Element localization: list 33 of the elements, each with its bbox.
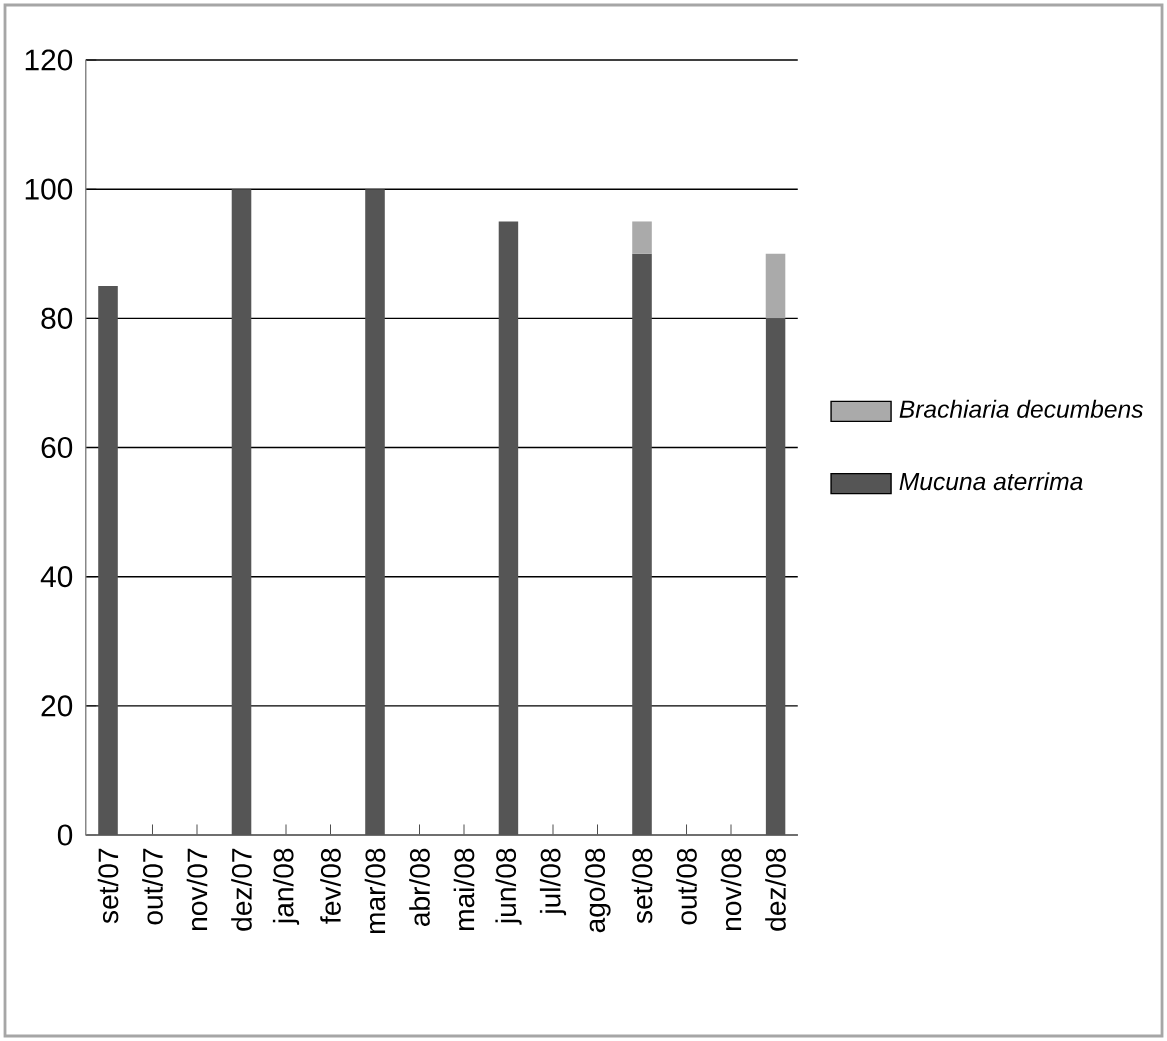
y-tick-label: 60: [41, 436, 73, 459]
bar: [98, 286, 118, 836]
bar: [632, 253, 652, 836]
bar: [765, 253, 786, 319]
x-tick-label: out/08: [676, 848, 697, 925]
x-tick-label: mai/08: [453, 848, 475, 930]
bar: [498, 221, 519, 836]
bar: [632, 221, 652, 254]
y-tick-label: 20: [41, 695, 73, 717]
legend-label: Brachiaria decumbens: [899, 399, 1144, 418]
x-tick-label: dez/08: [765, 848, 786, 931]
y-tick-label: 0: [57, 824, 73, 846]
x-tick-label: set/07: [97, 848, 119, 924]
x-tick-label: fev/08: [320, 848, 341, 924]
x-tick-label: jul/08: [539, 848, 567, 916]
y-tick-label: 80: [41, 307, 73, 329]
bar: [231, 189, 252, 836]
x-tick-label: nov/08: [720, 848, 742, 930]
x-tick-label: nov/07: [186, 848, 208, 930]
x-tick-label: out/07: [142, 848, 163, 925]
x-tick-label: jun/08: [495, 848, 522, 925]
y-tick-label: 40: [40, 566, 73, 588]
x-tick-label: abr/08: [409, 848, 430, 926]
x-tick-label: mar/08: [364, 848, 386, 934]
x-tick-label: dez/07: [231, 848, 252, 931]
y-tick-label: 100: [25, 178, 73, 200]
x-tick-label: jan/08: [272, 848, 300, 925]
bar: [365, 189, 385, 836]
x-tick-label: set/08: [631, 848, 653, 924]
x-tick-label: ago/08: [584, 848, 611, 933]
bar: [765, 318, 786, 836]
legend-label: Mucuna aterrima: [899, 472, 1083, 491]
y-tick-label: 120: [25, 49, 73, 71]
